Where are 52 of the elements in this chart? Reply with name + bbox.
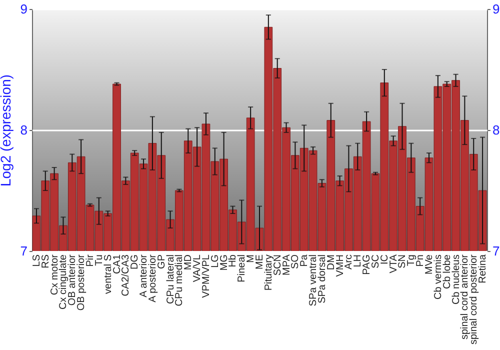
x-tick-label: Cb vermis — [432, 254, 444, 300]
x-tick-label: A anterior — [138, 254, 150, 298]
x-tick-label: CPu medial — [174, 254, 186, 306]
x-tick-label: A posterior — [147, 254, 158, 302]
x-tick-label: Pituitary — [263, 254, 274, 291]
x-tick-label: OB anterior — [67, 254, 78, 306]
x-tick-label: IC — [379, 254, 390, 264]
x-tick-label: GP — [156, 254, 168, 269]
x-tick-label: Pineal — [236, 254, 248, 282]
x-tick-label: MVe — [424, 254, 436, 275]
x-tick-label: CA1 — [112, 254, 123, 274]
x-tick-label: PAG — [362, 254, 373, 275]
y-tick-label: 9 — [20, 2, 28, 16]
x-tick-label: ME — [254, 254, 266, 270]
x-tick-label: SN — [397, 254, 408, 268]
x-tick-label: SC — [370, 254, 382, 268]
y-axis-title: Log2 (expression) — [0, 74, 14, 187]
y2-tick-label: 8 — [492, 122, 500, 138]
x-tick-label: spinal cord anterior — [460, 254, 471, 340]
x-tick-label: LS — [31, 254, 42, 267]
y2-tick-label: 7 — [492, 244, 500, 258]
x-tick-label: SPa dorsal — [316, 254, 328, 304]
x-tick-label: Cb lobe — [442, 254, 453, 289]
x-tick-label: OB posterior — [76, 254, 88, 311]
x-tick-label: VTA — [388, 254, 400, 274]
x-tick-label: Arc — [344, 254, 355, 270]
x-tick-label: RS — [40, 254, 52, 268]
x-tick-label: VPM/VPL — [200, 254, 212, 298]
x-tick-label: Pn — [415, 254, 426, 267]
x-tick-label: Hb — [228, 254, 239, 268]
x-tick-label: Pir — [84, 254, 96, 267]
x-tick-label: Cx cingulate — [58, 254, 70, 310]
y2-tick-label: 9 — [492, 2, 500, 16]
x-tick-label: Cb nucleus — [450, 254, 462, 305]
x-tick-label: Tg — [406, 254, 418, 266]
x-tick-label: DM — [326, 254, 337, 270]
x-tick-label: spinal cord posterior — [468, 254, 480, 345]
x-tick-label: Pa — [299, 254, 310, 267]
x-tick-label: SO — [290, 254, 302, 269]
x-tick-label: LH — [352, 254, 364, 268]
x-tick-label: VMH — [334, 254, 346, 277]
x-tick-label: M — [246, 254, 257, 263]
y-tick-label: 8 — [20, 122, 28, 138]
x-tick-label: Tu — [94, 254, 105, 266]
x-tick-label: MPA — [281, 254, 292, 276]
y-tick-label: 7 — [20, 244, 28, 258]
x-tick-label: DG — [130, 254, 141, 270]
x-tick-label: Retina — [478, 254, 489, 284]
x-tick-label: CA2/CA3 — [120, 254, 132, 296]
x-tick-label: SCN — [272, 254, 284, 276]
x-tick-label: LG — [210, 254, 221, 268]
x-tick-label: ventral S — [102, 254, 114, 294]
